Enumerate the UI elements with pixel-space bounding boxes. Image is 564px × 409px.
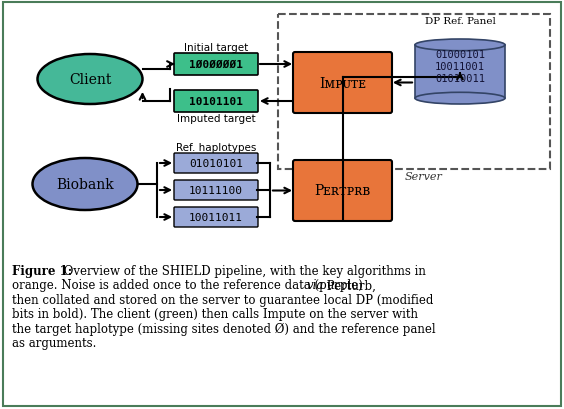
Text: Server: Server [405, 172, 443, 182]
Text: 01010101: 01010101 [189, 159, 243, 169]
Text: 01000101: 01000101 [435, 50, 485, 60]
FancyBboxPatch shape [293, 161, 392, 221]
Text: 10011001: 10011001 [435, 62, 485, 72]
FancyBboxPatch shape [293, 53, 392, 114]
Text: bits in bold). The client (green) then calls Impute on the server with: bits in bold). The client (green) then c… [12, 308, 418, 321]
Text: Biobank: Biobank [56, 178, 114, 191]
FancyBboxPatch shape [174, 91, 258, 113]
FancyBboxPatch shape [174, 154, 258, 173]
Text: Iᴍᴘᴜᴛᴇ: Iᴍᴘᴜᴛᴇ [319, 76, 366, 90]
Ellipse shape [415, 40, 505, 52]
FancyBboxPatch shape [174, 207, 258, 227]
Text: 10111100: 10111100 [189, 186, 243, 196]
Text: 01010011: 01010011 [435, 74, 485, 84]
Text: Ref. haplotypes: Ref. haplotypes [176, 143, 256, 153]
FancyBboxPatch shape [174, 180, 258, 200]
Text: 10011011: 10011011 [189, 213, 243, 222]
Text: 10101101: 10101101 [189, 97, 243, 107]
Text: Perturb,: Perturb, [323, 279, 376, 292]
FancyBboxPatch shape [174, 54, 258, 76]
Text: Client: Client [69, 73, 111, 87]
Text: then collated and stored on the server to guarantee local DP (modified: then collated and stored on the server t… [12, 293, 433, 306]
Text: Overview of the SHIELD pipeline, with the key algorithms in: Overview of the SHIELD pipeline, with th… [60, 264, 426, 277]
Text: Pᴇʀᴛᴘʀʙ: Pᴇʀᴛᴘʀʙ [314, 184, 371, 198]
Text: the target haplotype (missing sites denoted Ø) and the reference panel: the target haplotype (missing sites deno… [12, 322, 435, 335]
Text: as arguments.: as arguments. [12, 337, 96, 350]
Text: DP Ref. Panel: DP Ref. Panel [425, 17, 495, 26]
Bar [415, 46, 505, 99]
Ellipse shape [33, 159, 138, 211]
Text: Initial target: Initial target [184, 43, 248, 53]
Text: Imputed target: Imputed target [177, 114, 255, 124]
Ellipse shape [415, 93, 505, 105]
Text: 1Ø0ØØØØ1: 1Ø0ØØØØ1 [189, 60, 243, 70]
Text: via: via [307, 279, 324, 292]
Ellipse shape [37, 55, 143, 105]
Bar [278, 15, 550, 170]
Text: orange. Noise is added once to the reference data (purple): orange. Noise is added once to the refer… [12, 279, 367, 292]
Text: Figure 1:: Figure 1: [12, 264, 72, 277]
